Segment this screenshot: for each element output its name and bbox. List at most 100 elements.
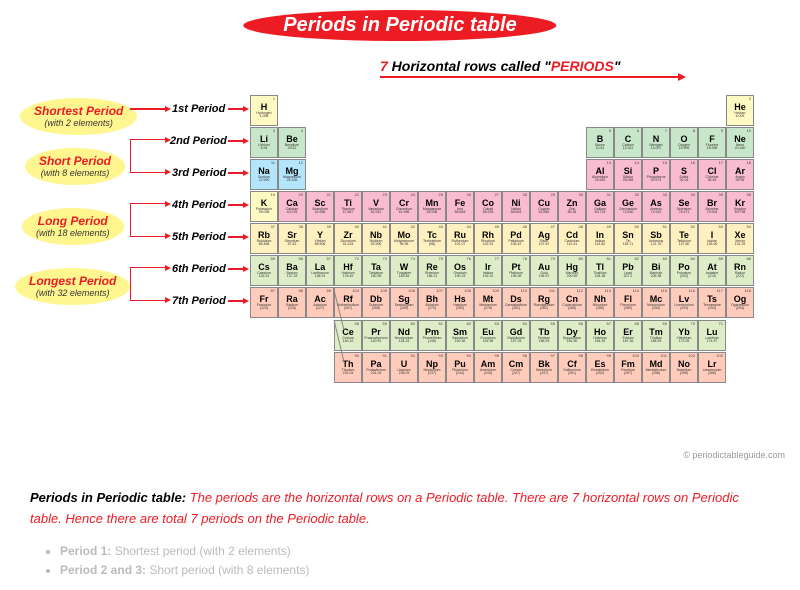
element-Bk: 97BkBerkelium(247) — [530, 352, 558, 383]
element-Nd: 60NdNeodymium144.24 — [390, 320, 418, 351]
element-Y: 39YYttrium88.906 — [306, 223, 334, 254]
bracket-3 — [130, 267, 166, 301]
period-label-7: 7th Period — [172, 295, 226, 307]
element-Cr: 24CrChromium51.996 — [390, 191, 418, 222]
element-Ta: 73TaTantalum180.95 — [362, 255, 390, 286]
element-Ge: 32GeGermanium72.630 — [614, 191, 642, 222]
element-Fl: 114FlFlerovium(289) — [614, 287, 642, 318]
pill-title: Shortest Period — [34, 104, 123, 118]
period-label-2: 2nd Period — [170, 135, 227, 147]
element-Ag: 47AgSilver107.87 — [530, 223, 558, 254]
element-Co: 27CoCobalt58.933 — [474, 191, 502, 222]
element-Tc: 43TcTechnetium(98) — [418, 223, 446, 254]
element-Ne: 10NeNeon20.180 — [726, 127, 754, 158]
element-Pt: 78PtPlatinum195.08 — [502, 255, 530, 286]
bullet-0: Period 1: Shortest period (with 2 elemen… — [60, 542, 309, 561]
element-Lu: 71LuLutetium174.97 — [698, 320, 726, 351]
period-row-4: 19KPotassium39.09820CaCalcium40.07821ScS… — [250, 191, 754, 223]
element-Li: 3LiLithium6.94 — [250, 127, 278, 158]
element-Te: 52TeTellurium127.60 — [670, 223, 698, 254]
element-Au: 79AuGold196.97 — [530, 255, 558, 286]
element-S: 16SSulfur32.06 — [670, 159, 698, 190]
element-Nh: 113NhNihonium(286) — [586, 287, 614, 318]
element-Cf: 98CfCalifornium(251) — [558, 352, 586, 383]
element-Sg: 106SgSeaborgium(269) — [390, 287, 418, 318]
element-Ga: 31GaGallium69.723 — [586, 191, 614, 222]
element-Sm: 62SmSamarium150.36 — [446, 320, 474, 351]
element-Ba: 56BaBarium137.33 — [278, 255, 306, 286]
period-label-4: 4th Period — [172, 199, 226, 211]
element-Fe: 26FeIron55.845 — [446, 191, 474, 222]
element-Pd: 46PdPalladium106.42 — [502, 223, 530, 254]
actinide-row: 90ThThorium232.0491PaProtactinium231.049… — [334, 352, 726, 383]
category-pill-3: Longest Period(with 32 elements) — [15, 268, 130, 305]
subtitle-end: " — [614, 58, 621, 74]
element-Am: 95AmAmericium(243) — [474, 352, 502, 383]
category-pill-0: Shortest Period(with 2 elements) — [20, 98, 137, 135]
element-Gd: 64GdGadolinium157.25 — [502, 320, 530, 351]
category-pill-2: Long Period(with 18 elements) — [22, 208, 124, 245]
element-As: 33AsArsenic74.922 — [642, 191, 670, 222]
element-Ts: 117TsTennessine(294) — [698, 287, 726, 318]
element-B: 5BBoron10.81 — [586, 127, 614, 158]
credit-text: © periodictableguide.com — [683, 450, 785, 460]
element-La: 57LaLanthanum138.91 — [306, 255, 334, 286]
element-Ir: 77IrIridium192.22 — [474, 255, 502, 286]
subtitle-mid: Horizontal rows called " — [388, 58, 551, 74]
bracket-0 — [130, 108, 166, 110]
bracket-2 — [130, 203, 166, 237]
element-Sn: 50SnTin118.71 — [614, 223, 642, 254]
element-Pr: 59PrPraseodymium140.91 — [362, 320, 390, 351]
element-Rn: 86RnRadon(222) — [726, 255, 754, 286]
pill-sub: (with 2 elements) — [34, 118, 123, 129]
element-Hg: 80HgMercury200.59 — [558, 255, 586, 286]
element-Ho: 67HoHolmium164.93 — [586, 320, 614, 351]
element-C: 6CCarbon12.011 — [614, 127, 642, 158]
period-row-6: 55CsCaesium132.9156BaBarium137.3357LaLan… — [250, 255, 754, 287]
element-Rg: 111RgRoentgenium(282) — [530, 287, 558, 318]
element-Sb: 51SbAntimony121.76 — [642, 223, 670, 254]
element-Mt: 109MtMeitnerium(278) — [474, 287, 502, 318]
element-Bi: 83BiBismuth208.98 — [642, 255, 670, 286]
element-Es: 99EsEinsteinium(252) — [586, 352, 614, 383]
subtitle-arrow — [380, 76, 680, 78]
element-I: 53IIodine126.90 — [698, 223, 726, 254]
title-banner: Periods in Periodic table — [243, 10, 556, 41]
element-Ar: 18ArArgon39.95 — [726, 159, 754, 190]
element-K: 19KPotassium39.098 — [250, 191, 278, 222]
element-Rh: 45RhRhodium102.91 — [474, 223, 502, 254]
element-Db: 105DbDubnium(268) — [362, 287, 390, 318]
lanthanide-row: 58CeCerium140.1259PrPraseodymium140.9160… — [334, 320, 726, 351]
element-Lv: 116LvLivermorium(293) — [670, 287, 698, 318]
subtitle: 7 Horizontal rows called "PERIODS" — [380, 58, 620, 74]
element-Lr: 103LrLawrencium(266) — [698, 352, 726, 383]
element-Er: 68ErErbium167.26 — [614, 320, 642, 351]
element-U: 92UUranium238.03 — [390, 352, 418, 383]
element-Cu: 29CuCopper63.546 — [530, 191, 558, 222]
element-Tl: 81TlThallium204.38 — [586, 255, 614, 286]
element-Cn: 112CnCopernicium(285) — [558, 287, 586, 318]
element-Mc: 115McMoscovium(290) — [642, 287, 670, 318]
element-Zn: 30ZnZinc65.38 — [558, 191, 586, 222]
period-label-3: 3rd Period — [172, 167, 226, 179]
element-Mo: 42MoMolybdenum95.95 — [390, 223, 418, 254]
element-Nb: 41NbNiobium92.906 — [362, 223, 390, 254]
element-Ds: 110DsDarmstadtium(281) — [502, 287, 530, 318]
category-pill-1: Short Period(with 8 elements) — [25, 148, 125, 185]
pill-title: Short Period — [39, 154, 111, 168]
arrow-5 — [228, 236, 244, 238]
element-Re: 75ReRhenium186.21 — [418, 255, 446, 286]
pill-sub: (with 32 elements) — [29, 288, 116, 299]
element-Pm: 61PmPromethium(145) — [418, 320, 446, 351]
element-Ca: 20CaCalcium40.078 — [278, 191, 306, 222]
element-Dy: 66DyDysprosium162.50 — [558, 320, 586, 351]
element-Mg: 12MgMagnesium24.305 — [278, 159, 306, 190]
subtitle-periods: PERIODS — [551, 58, 614, 74]
element-Hs: 108HsHassium(269) — [446, 287, 474, 318]
element-Tm: 69TmThulium168.93 — [642, 320, 670, 351]
element-Mn: 25MnManganese54.938 — [418, 191, 446, 222]
bullet-list: Period 1: Shortest period (with 2 elemen… — [60, 542, 309, 580]
period-row-3: 11NaSodium22.99012MgMagnesium24.30513AlA… — [250, 159, 754, 191]
element-Np: 93NpNeptunium(237) — [418, 352, 446, 383]
element-Pu: 94PuPlutonium(244) — [446, 352, 474, 383]
